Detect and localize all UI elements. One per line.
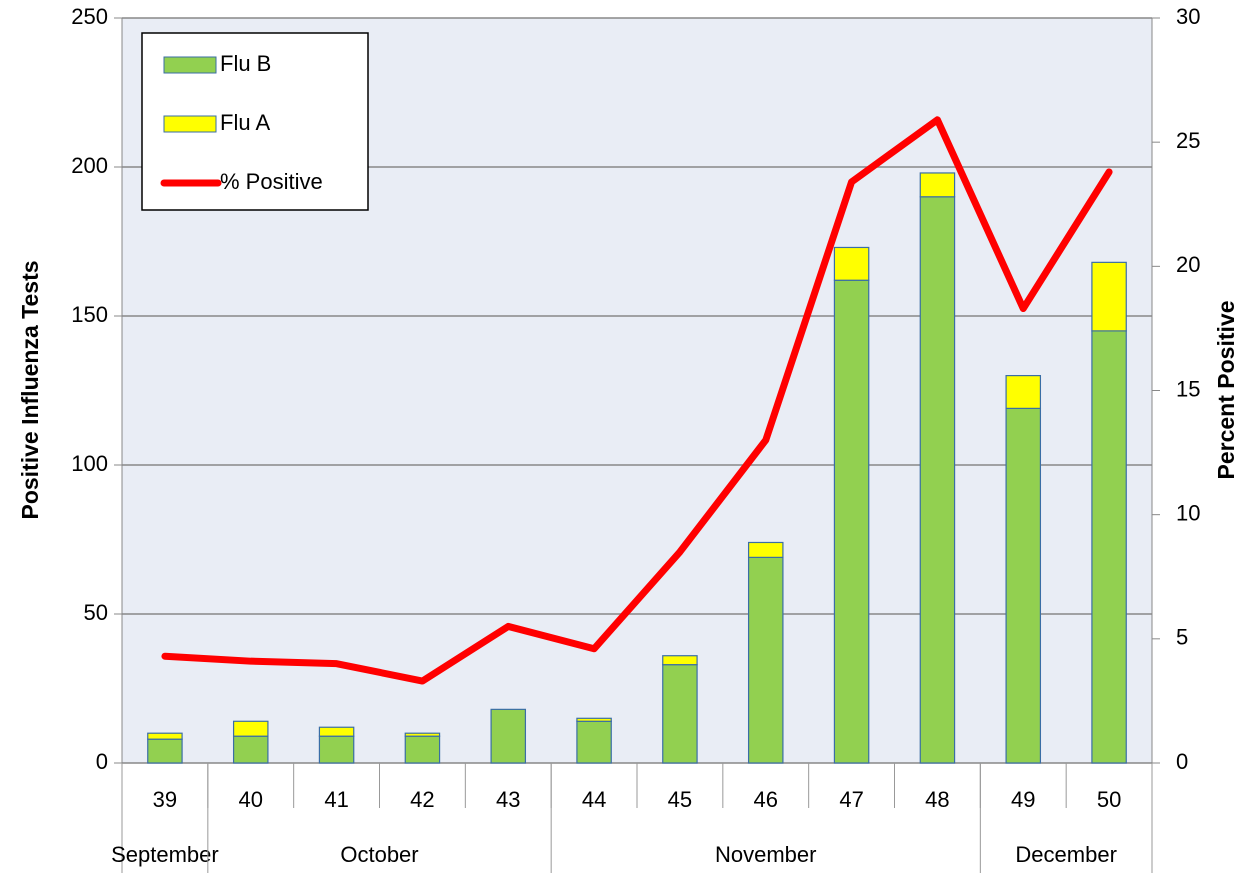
bar	[318, 735, 355, 764]
x-group-label: November	[715, 842, 816, 867]
x-tick-label: 49	[1011, 787, 1035, 812]
y2-tick-label: 25	[1176, 128, 1200, 153]
legend-label: Flu A	[220, 110, 270, 135]
x-group-label: September	[111, 842, 219, 867]
bar	[147, 732, 183, 740]
bar	[833, 279, 870, 764]
bar	[833, 246, 870, 281]
x-tick-label: 48	[925, 787, 949, 812]
bar	[490, 708, 527, 764]
bar	[576, 720, 612, 764]
bar	[232, 735, 269, 764]
bar	[576, 717, 612, 722]
y-tick-label: 150	[71, 302, 108, 327]
bar	[747, 541, 784, 558]
x-tick-label: 39	[153, 787, 177, 812]
y-tick-label: 250	[71, 4, 108, 29]
x-group-label: October	[340, 842, 418, 867]
y2-tick-label: 10	[1176, 500, 1200, 525]
x-tick-label: 46	[754, 787, 778, 812]
y2-tick-label: 0	[1176, 749, 1188, 774]
bar	[1005, 407, 1042, 764]
legend-label: % Positive	[220, 169, 323, 194]
legend-swatch	[163, 115, 217, 133]
bar	[1091, 261, 1127, 332]
x-tick-label: 41	[324, 787, 348, 812]
bar	[147, 738, 183, 764]
bar	[662, 655, 698, 666]
bar	[404, 732, 441, 737]
legend-label: Flu B	[220, 51, 271, 76]
x-group-label: December	[1015, 842, 1116, 867]
bar	[919, 196, 956, 764]
y-tick-label: 100	[71, 451, 108, 476]
bar	[662, 664, 698, 764]
y2-tick-label: 30	[1176, 4, 1200, 29]
x-tick-label: 44	[582, 787, 606, 812]
x-tick-label: 42	[410, 787, 434, 812]
y-tick-label: 200	[71, 153, 108, 178]
y-tick-label: 50	[84, 600, 108, 625]
x-tick-label: 40	[239, 787, 263, 812]
y2-axis-title: Percent Positive	[1213, 301, 1239, 480]
bar	[318, 726, 355, 737]
line	[161, 116, 1113, 685]
bar	[404, 735, 441, 764]
bar	[1005, 375, 1042, 409]
y2-tick-label: 15	[1176, 376, 1200, 401]
y2-tick-label: 5	[1176, 625, 1188, 650]
bar	[232, 720, 269, 737]
x-tick-label: 45	[668, 787, 692, 812]
x-tick-label: 43	[496, 787, 520, 812]
x-tick-label: 50	[1097, 787, 1121, 812]
bar	[1091, 330, 1127, 764]
y2-tick-label: 20	[1176, 252, 1200, 277]
y-tick-label: 0	[96, 749, 108, 774]
bar	[747, 556, 784, 764]
x-tick-label: 47	[839, 787, 863, 812]
y-axis-title: Positive Influenza Tests	[17, 260, 43, 519]
bar	[919, 172, 956, 198]
legend-swatch	[163, 56, 217, 74]
